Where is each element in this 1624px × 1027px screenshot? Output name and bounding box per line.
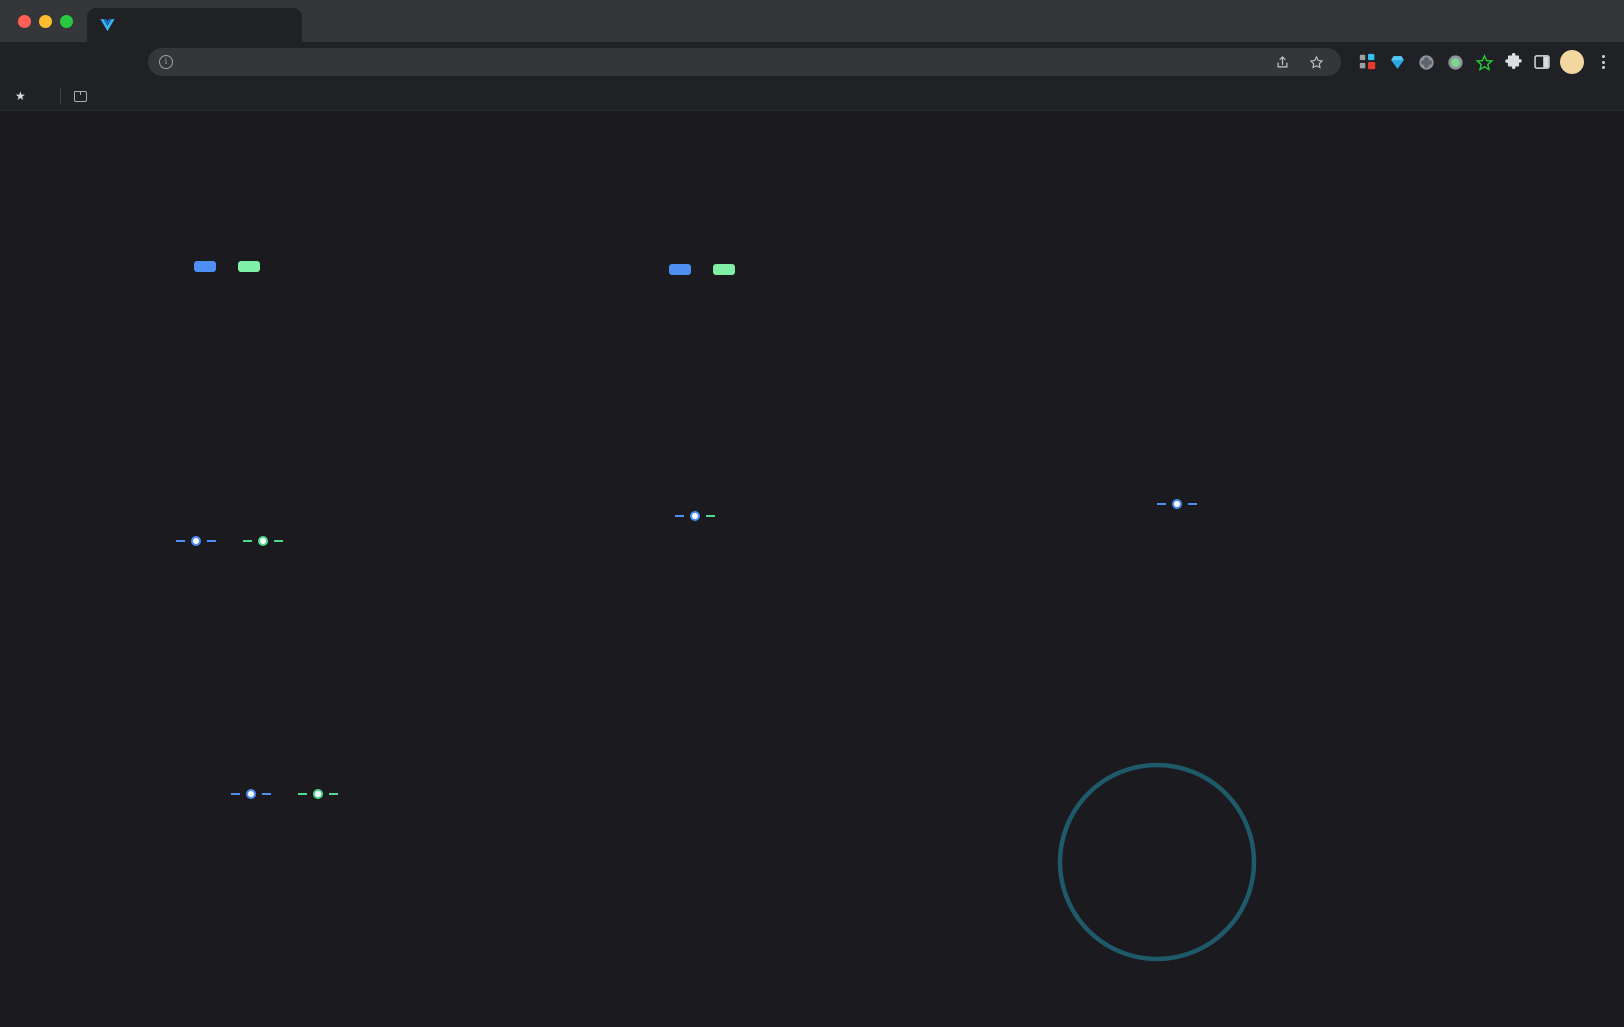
legend-dot-data1 — [246, 789, 256, 799]
chart-bar-horizontal — [515, 264, 895, 470]
tabstrip-right — [1610, 38, 1624, 42]
legend-bar-vertical — [30, 261, 430, 272]
legend-line2-data1 — [262, 792, 271, 796]
legend-line-data1 — [1157, 502, 1166, 506]
puzzle-icon[interactable] — [1502, 51, 1524, 73]
legend-item[interactable] — [238, 261, 266, 272]
legend-line2-data1 — [207, 539, 216, 543]
legend-line2-data1 — [1188, 502, 1197, 506]
kebab-icon[interactable] — [1591, 55, 1615, 69]
chart-area-single — [985, 499, 1380, 699]
browser-tab[interactable] — [87, 8, 302, 42]
page-content — [0, 111, 1624, 1027]
new-tab-button[interactable] — [310, 11, 338, 39]
legend-item[interactable] — [194, 261, 222, 272]
other-bookmarks-item[interactable] — [67, 88, 99, 105]
clover-icon[interactable] — [1415, 51, 1437, 73]
chart-donut — [655, 801, 825, 976]
legend-item[interactable] — [298, 789, 349, 799]
progress-axis — [1048, 272, 1370, 298]
chart-line-smooth — [500, 511, 900, 711]
back-button[interactable] — [9, 47, 39, 77]
legend-dot-data2 — [258, 536, 268, 546]
chart-area-dual — [90, 789, 490, 989]
chart-bar-vertical — [30, 261, 430, 467]
chart-line-dual — [35, 536, 435, 736]
legend-item[interactable] — [1157, 499, 1208, 509]
avatar[interactable] — [1560, 50, 1584, 74]
star-outline-green-icon[interactable] — [1473, 51, 1495, 73]
gauge-value-label — [1055, 756, 1260, 968]
line-smooth-plot — [500, 521, 895, 706]
chart-gauge — [1055, 756, 1260, 968]
legend-dot-data1 — [689, 511, 700, 521]
legend-line-data2 — [298, 792, 307, 796]
legend-item[interactable] — [669, 264, 697, 275]
legend-item[interactable] — [713, 264, 741, 275]
legend-line-smooth — [500, 511, 900, 521]
bar-horizontal-plot — [515, 275, 895, 465]
side-panel-icon[interactable] — [1531, 51, 1553, 73]
star-icon: ★ — [15, 89, 26, 103]
area-dual-plot — [90, 799, 490, 984]
bookmark-star-icon[interactable] — [1301, 47, 1331, 77]
reload-button[interactable] — [75, 47, 105, 77]
legend-swatch-data2 — [238, 261, 260, 272]
bookmarks-overflow-button[interactable] — [40, 94, 54, 98]
legend-item[interactable] — [243, 536, 294, 546]
legend-line-data1 — [231, 792, 240, 796]
legend-area-dual — [90, 789, 490, 799]
folder-icon — [73, 90, 87, 102]
window-controls[interactable] — [12, 0, 87, 42]
tab-strip — [0, 0, 1624, 42]
share-icon[interactable] — [1267, 47, 1297, 77]
extensions-strip — [1351, 50, 1615, 74]
chart-progress-bars — [990, 266, 1370, 298]
legend-item[interactable] — [231, 789, 282, 799]
legend-line2-data1 — [705, 514, 715, 518]
forward-button[interactable] — [42, 47, 72, 77]
maximize-window-button[interactable] — [60, 14, 73, 28]
circle-green-icon[interactable] — [1444, 51, 1466, 73]
legend-swatch-data2 — [713, 264, 735, 275]
legend-line-data1 — [674, 514, 684, 518]
minimize-window-button[interactable] — [39, 14, 52, 28]
site-info-icon[interactable]: i — [159, 55, 173, 69]
bar-vertical-plot — [30, 272, 430, 462]
close-window-button[interactable] — [18, 14, 31, 28]
legend-line-data1 — [176, 539, 185, 543]
bookmarks-manager-item[interactable]: ★ — [8, 86, 38, 106]
legend-item[interactable] — [176, 536, 227, 546]
area-single-plot — [985, 509, 1380, 694]
bookmarks-bar: ★ — [0, 82, 1624, 111]
legend-dot-data2 — [313, 789, 323, 799]
legend-line-data2 — [243, 539, 252, 543]
diamond-icon[interactable] — [1386, 51, 1408, 73]
legend-dot-data1 — [1172, 499, 1182, 509]
legend-dot-data1 — [191, 536, 201, 546]
legend-item[interactable] — [674, 511, 726, 521]
home-button[interactable] — [108, 47, 138, 77]
legend-line2-data2 — [329, 792, 338, 796]
gauge-plot — [1057, 762, 1257, 962]
line-dual-plot — [35, 546, 435, 731]
address-bar[interactable]: i — [148, 48, 1341, 76]
legend-swatch-data1 — [194, 261, 216, 272]
omnibox-actions — [1267, 47, 1331, 77]
vue-logo-icon — [99, 17, 116, 34]
legend-bar-horizontal — [515, 264, 895, 275]
legend-swatch-data1 — [669, 264, 691, 275]
extensions-grid-icon[interactable] — [1357, 51, 1379, 73]
divider — [59, 88, 61, 104]
legend-area-single — [985, 499, 1380, 509]
legend-line-dual — [35, 536, 435, 546]
close-tab-button[interactable] — [272, 14, 294, 36]
donut-plot — [655, 801, 825, 971]
legend-line2-data2 — [274, 539, 283, 543]
browser-toolbar: i — [0, 42, 1624, 82]
